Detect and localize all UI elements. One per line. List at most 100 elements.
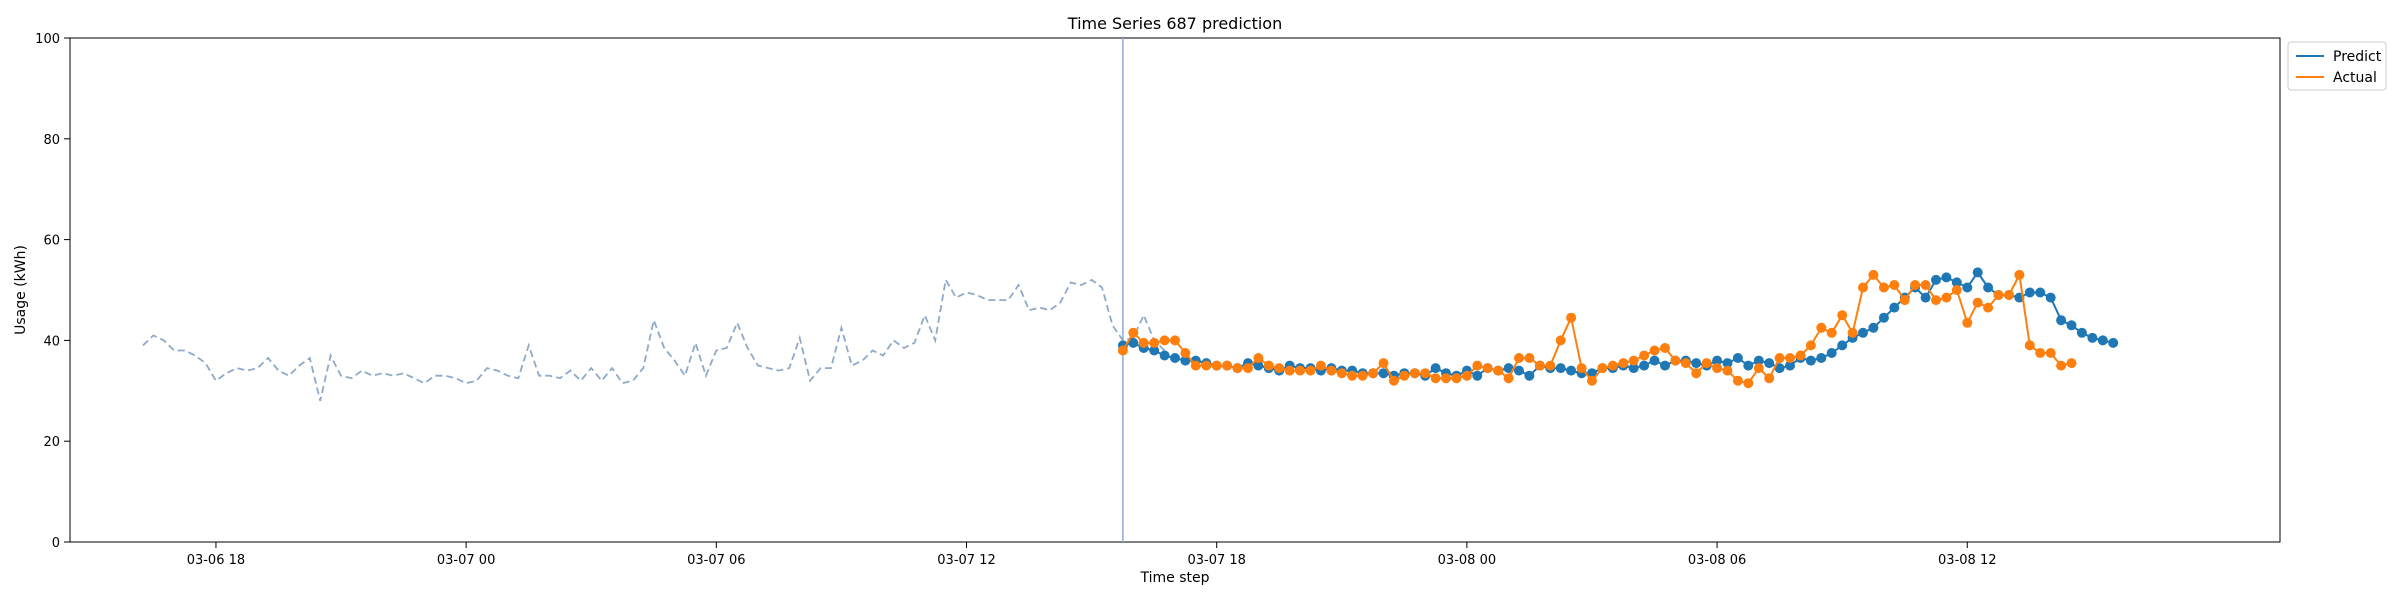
predict-point (1753, 355, 1764, 366)
actual-point (1670, 355, 1681, 366)
axes-frame (69, 37, 2281, 543)
actual-point (1816, 322, 1827, 333)
actual-point (1597, 363, 1608, 374)
actual-point (2035, 348, 2046, 358)
actual-point (1722, 365, 1733, 376)
history-group (142, 277, 1166, 402)
actual-point (1451, 373, 1462, 384)
legend-actual-label: Actual (2333, 70, 2377, 86)
actual-point (2024, 340, 2035, 351)
x-tick-label: 03-08 00 (1438, 553, 1496, 568)
y-tick-label: 40 (43, 334, 60, 349)
actual-point (1420, 368, 1431, 379)
predict-point (2035, 287, 2046, 298)
actual-point (1180, 348, 1191, 358)
chart-title: Time Series 687 prediction (1067, 14, 1282, 33)
actual-group (1117, 269, 2077, 389)
predict-point (1931, 274, 1941, 285)
actual-point (1347, 370, 1358, 381)
actual-point (1566, 312, 1577, 323)
actual-point (1159, 335, 1170, 346)
actual-point (1587, 375, 1597, 386)
actual-point (1128, 327, 1139, 338)
y-tick-label: 0 (52, 536, 60, 551)
actual-point (1368, 368, 1379, 379)
actual-point (1910, 280, 1921, 290)
predict-point (2066, 320, 2077, 331)
predict-point (1472, 370, 1483, 381)
x-tick-label: 03-07 18 (1187, 553, 1245, 568)
actual-point (1743, 378, 1754, 389)
predict-point (1180, 355, 1191, 366)
y-tick-label: 100 (35, 32, 60, 47)
actual-point (1774, 353, 1785, 363)
x-axis-label: Time step (1140, 570, 1210, 586)
predict-point (1430, 363, 1441, 374)
actual-point (1576, 363, 1587, 374)
actual-point (1618, 358, 1629, 369)
predict-point (1253, 360, 1264, 371)
predict-point (1378, 368, 1389, 379)
predict-point (1941, 272, 1952, 283)
predict-point (1858, 327, 1868, 338)
predict-point (1159, 350, 1170, 361)
actual-point (1837, 310, 1848, 321)
actual-point (1284, 365, 1295, 376)
plot-frame (69, 37, 2281, 543)
actual-point (1534, 360, 1545, 371)
actual-point (1868, 269, 1879, 280)
legend: Predict Actual (2287, 41, 2387, 91)
actual-point (1607, 360, 1618, 371)
y-tick-label: 80 (43, 133, 60, 148)
x-tick-label: 03-07 12 (937, 553, 995, 568)
predict-point (1639, 360, 1650, 371)
actual-point (1305, 365, 1316, 376)
predict-point (1837, 340, 1848, 351)
actual-point (1931, 295, 1941, 306)
actual-point (1493, 365, 1504, 376)
actual-point (1149, 337, 1160, 348)
actual-point (1514, 353, 1524, 363)
x-tick-label: 03-06 18 (187, 553, 245, 568)
predict-point (1170, 353, 1180, 363)
actual-point (2066, 358, 2077, 369)
x-tick-label: 03-07 00 (437, 553, 495, 568)
actual-point (1336, 368, 1347, 379)
predict-point (2097, 335, 2108, 346)
predict-point (1951, 277, 1962, 288)
predict-point (1587, 368, 1597, 379)
actual-point (1826, 327, 1837, 338)
predict-point (1555, 363, 1566, 374)
actual-point (1889, 280, 1900, 290)
actual-point (1211, 360, 1222, 371)
y-tick-label: 60 (43, 234, 60, 249)
actual-point (1680, 358, 1691, 369)
actual-point (1858, 282, 1868, 293)
actual-point (1190, 360, 1201, 371)
actual-point (1795, 350, 1806, 361)
x-tick-label: 03-08 12 (1938, 553, 1996, 568)
history-line (142, 277, 1166, 402)
predict-point (1774, 363, 1785, 374)
actual-point (1951, 285, 1962, 295)
actual-point (1878, 282, 1889, 293)
actual-point (1691, 368, 1702, 379)
actual-point (1357, 370, 1368, 381)
predict-point (1920, 292, 1931, 303)
predict-point (1816, 353, 1827, 363)
actual-point (1388, 375, 1399, 386)
predict-point (1826, 348, 1837, 358)
predict-point (1962, 282, 1973, 293)
actual-point (1201, 360, 1212, 371)
actual-point (1899, 295, 1910, 306)
actual-point (1920, 280, 1931, 290)
actual-point (2004, 290, 2014, 300)
predict-point (1712, 355, 1723, 366)
actual-point (1472, 360, 1483, 371)
predict-point (1743, 360, 1754, 371)
actual-point (1315, 360, 1326, 371)
predict-point (2108, 337, 2119, 348)
predict-point (2045, 292, 2056, 303)
predict-point (1524, 370, 1535, 381)
actual-point (1263, 360, 1274, 371)
